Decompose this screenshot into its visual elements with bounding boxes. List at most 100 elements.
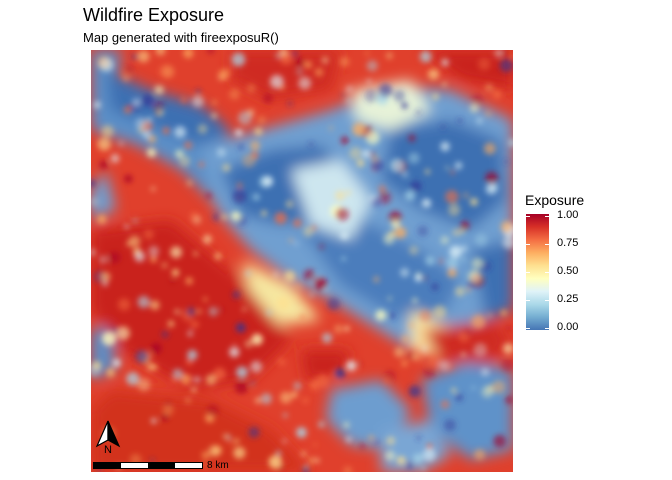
raster-speckle: [137, 378, 151, 392]
raster-speckle: [341, 92, 346, 97]
raster-speckle: [216, 147, 226, 157]
raster-speckle: [427, 68, 440, 80]
raster-speckle: [227, 438, 236, 447]
raster-speckle: [378, 191, 392, 205]
raster-speckle: [349, 146, 362, 160]
raster-speckle: [421, 275, 427, 281]
raster-speckle: [132, 217, 139, 224]
raster-speckle: [174, 309, 180, 315]
raster-speckle: [132, 98, 141, 107]
raster-speckle: [93, 101, 101, 109]
raster-speckle: [309, 292, 315, 298]
raster-speckle: [219, 307, 224, 313]
raster-speckle: [458, 331, 470, 343]
legend-label-1-00: 1.00: [557, 209, 579, 221]
raster-speckle: [161, 262, 168, 269]
raster-speckle: [345, 360, 357, 372]
raster-speckle: [356, 159, 365, 167]
raster-speckle: [423, 366, 436, 379]
raster-speckle: [452, 228, 461, 237]
raster-speckle: [293, 381, 302, 390]
raster-speckle: [170, 279, 175, 284]
raster-speckle: [142, 130, 151, 139]
raster-speckle: [116, 326, 130, 341]
raster-speckle: [412, 297, 418, 304]
raster-speckle: [244, 339, 253, 348]
raster-speckle: [499, 58, 513, 73]
raster-speckle: [151, 418, 157, 424]
raster-speckle: [458, 118, 462, 123]
raster-speckle: [321, 56, 329, 64]
raster-speckle: [461, 257, 467, 262]
raster-speckle: [314, 67, 324, 77]
raster-speckle: [284, 270, 296, 282]
raster-speckle: [300, 451, 307, 457]
raster-speckle: [308, 141, 314, 147]
raster-speckle: [440, 236, 449, 245]
raster-speckle: [292, 295, 298, 301]
raster-speckle: [227, 67, 232, 72]
raster-speckle: [175, 149, 184, 158]
raster-speckle: [500, 220, 513, 233]
raster-speckle: [487, 313, 493, 318]
raster-speckle: [304, 60, 312, 69]
raster-speckle: [252, 193, 260, 201]
raster-speckle: [275, 53, 280, 58]
raster-speckle: [208, 306, 218, 317]
raster-speckle: [280, 391, 292, 404]
raster-speckle: [213, 367, 226, 381]
raster-speckle: [476, 117, 483, 124]
raster-speckle: [443, 419, 456, 432]
raster-speckle: [193, 376, 201, 384]
raster-speckle: [409, 245, 419, 255]
raster-speckle: [343, 421, 350, 429]
raster-speckle: [438, 258, 444, 264]
raster-speckle: [502, 236, 513, 249]
raster-speckle: [287, 101, 293, 106]
raster-speckle: [205, 374, 217, 386]
raster-speckle: [273, 271, 279, 278]
raster-speckle: [424, 169, 431, 175]
raster-speckle: [450, 169, 456, 175]
raster-speckle: [255, 397, 261, 404]
raster-speckle: [313, 442, 318, 447]
raster-speckle: [448, 203, 461, 216]
raster-speckle: [404, 461, 414, 471]
raster-speckle: [388, 231, 396, 238]
raster-speckle: [388, 312, 396, 319]
raster-speckle: [440, 123, 446, 130]
raster-speckle: [340, 231, 349, 240]
raster-speckle: [462, 192, 470, 199]
raster-speckle: [112, 327, 118, 334]
raster-speckle: [365, 130, 380, 145]
raster-speckle: [97, 137, 111, 151]
legend-color-bar: [526, 214, 549, 330]
raster-speckle: [141, 94, 154, 107]
raster-speckle: [185, 397, 191, 404]
scale-bar-label: 8 km: [207, 460, 229, 471]
raster-speckle: [118, 140, 124, 147]
raster-speckle: [446, 257, 459, 270]
raster-speckle: [503, 159, 509, 164]
raster-speckle: [180, 96, 188, 104]
raster-speckle: [344, 326, 350, 332]
raster-speckle: [506, 325, 512, 331]
raster-speckle: [183, 50, 194, 59]
raster-speckle: [299, 314, 306, 320]
raster-speckle: [235, 322, 246, 333]
raster-speckle: [189, 320, 198, 329]
raster-speckle: [343, 466, 353, 472]
raster-speckle: [282, 439, 287, 444]
raster-speckle: [185, 358, 193, 366]
raster-speckle: [385, 450, 396, 461]
raster-speckle: [408, 385, 421, 398]
raster-speckle: [226, 434, 232, 440]
raster-speckle: [291, 391, 298, 398]
raster-speckle: [190, 212, 198, 220]
raster-speckle: [282, 412, 288, 418]
raster-speckle: [460, 245, 468, 252]
raster-speckle: [424, 358, 430, 363]
raster-speckle: [150, 458, 155, 463]
raster-speckle: [425, 355, 439, 369]
raster-speckle: [167, 320, 175, 328]
